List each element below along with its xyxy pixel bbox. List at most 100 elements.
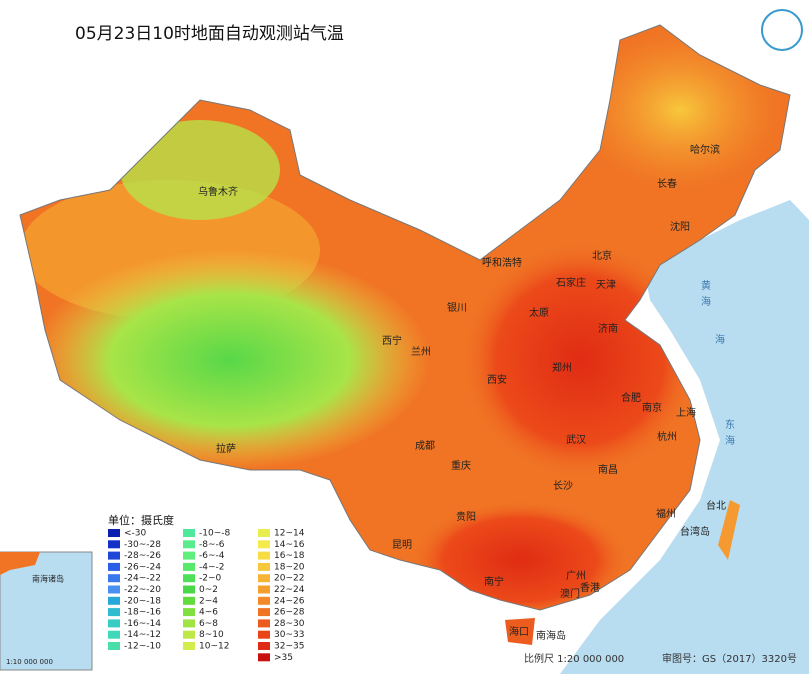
legend-swatch <box>108 529 120 537</box>
city-label: 重庆 <box>451 459 471 472</box>
border <box>19 24 791 611</box>
legend-swatch <box>258 630 270 639</box>
legend-swatch <box>108 585 120 594</box>
inset <box>0 551 93 671</box>
legend-label: >35 <box>274 653 293 663</box>
legend-label: 22~24 <box>274 585 305 595</box>
city-label: 台北 <box>706 499 726 512</box>
city-label: 武汉 <box>566 433 586 446</box>
legend-label: 2~4 <box>199 596 218 606</box>
legend-swatch <box>183 585 195 594</box>
city-label: 香港 <box>580 582 600 594</box>
legend-label: 18~20 <box>274 562 305 572</box>
legend-label: 4~6 <box>199 608 218 618</box>
legend-label: -26~-24 <box>124 562 161 572</box>
city-label: 天津 <box>596 279 616 291</box>
logo <box>761 9 803 51</box>
inset-land <box>0 552 40 575</box>
city-label: 贵阳 <box>456 510 476 523</box>
city-label: 哈尔滨 <box>690 143 720 156</box>
legend-label: 32~35 <box>274 642 304 652</box>
legend-label: -8~-6 <box>199 540 225 550</box>
city-label: 广州 <box>566 570 586 582</box>
legend-swatch <box>258 529 270 537</box>
city-label: 长沙 <box>553 480 573 492</box>
legend: <-30-30~-28-28~-26-26~-24-24~-22-22~-20-… <box>108 529 305 663</box>
legend-swatch <box>258 619 270 628</box>
legend-label: -20~-18 <box>124 596 161 606</box>
taiwan <box>718 500 740 560</box>
city-label: 海口 <box>509 625 529 638</box>
legend-swatch <box>183 551 195 560</box>
city-label: 石家庄 <box>556 276 586 289</box>
legend-swatch <box>183 608 195 617</box>
legend-swatch <box>108 596 120 605</box>
legend-label: 8~10 <box>199 630 224 640</box>
inset-scale: 1:10 000 000 <box>6 658 53 666</box>
legend-swatch <box>108 551 120 560</box>
sea-label: 黄 <box>701 279 711 292</box>
legend-swatch <box>183 630 195 639</box>
sea-label: 东 <box>725 418 735 431</box>
legend-label: <-30 <box>124 529 147 539</box>
sea-label: 海 <box>715 333 725 346</box>
city-label: 济南 <box>598 322 618 335</box>
legend-swatch <box>258 585 270 594</box>
city-label: 澳门 <box>560 587 580 600</box>
city-label: 昆明 <box>392 539 412 551</box>
city-label: 北京 <box>592 249 612 262</box>
legend-swatch <box>183 619 195 628</box>
legend-swatch <box>183 529 195 537</box>
legend-label: 30~33 <box>274 630 304 640</box>
scale: 比例尺 1:20 000 000 <box>524 652 624 665</box>
city-label: 上海 <box>676 406 696 419</box>
legend-label: 14~16 <box>274 540 305 550</box>
city-label: 郑州 <box>552 361 572 374</box>
legend-swatch <box>108 630 120 639</box>
field-patch <box>30 250 430 470</box>
city-label: 西安 <box>487 373 507 386</box>
legend-swatch <box>183 642 195 650</box>
legend-label: 20~22 <box>274 574 304 584</box>
legend-swatch <box>183 574 195 583</box>
legend-swatch <box>258 653 270 662</box>
city-label: 台湾岛 <box>680 525 710 538</box>
legend-label: -6~-4 <box>199 551 225 561</box>
city-label: 成都 <box>415 440 435 452</box>
legend-swatch <box>258 596 270 605</box>
legend-swatch <box>183 540 195 549</box>
sea <box>560 200 809 674</box>
city-label: 呼和浩特 <box>482 257 522 269</box>
legend-swatch <box>258 551 270 560</box>
legend-label: -30~-28 <box>124 540 161 550</box>
legend-label: -22~-20 <box>124 585 161 595</box>
legend-swatch <box>108 608 120 617</box>
city-label: 拉萨 <box>216 442 236 455</box>
legend-label: 26~28 <box>274 608 305 618</box>
city-label: 乌鲁木齐 <box>198 185 238 198</box>
legend-label: -4~-2 <box>199 562 225 572</box>
legend-swatch <box>258 608 270 617</box>
legend-label: 10~12 <box>199 642 229 652</box>
title: 05月23日10时地面自动观测站气温 <box>75 24 344 44</box>
city-label: 南海岛 <box>536 629 566 642</box>
city-label: 合肥 <box>621 391 641 404</box>
legend-label: -10~-8 <box>199 529 230 539</box>
city-label: 南宁 <box>484 575 504 588</box>
legend-title: 单位：摄氏度 <box>108 513 174 527</box>
legend-swatch <box>183 596 195 605</box>
legend-swatch <box>258 642 270 650</box>
city-label: 太原 <box>529 306 549 319</box>
hainan <box>505 618 535 645</box>
legend-label: -14~-12 <box>124 630 161 640</box>
legend-swatch <box>258 562 270 571</box>
city-label: 银川 <box>447 301 467 314</box>
legend-label: -12~-10 <box>124 642 161 652</box>
city-label: 福州 <box>656 507 676 520</box>
legend-label: -28~-26 <box>124 551 161 561</box>
legend-label: 12~14 <box>274 529 305 539</box>
legend-swatch <box>108 574 120 583</box>
city-label: 长春 <box>657 178 677 190</box>
